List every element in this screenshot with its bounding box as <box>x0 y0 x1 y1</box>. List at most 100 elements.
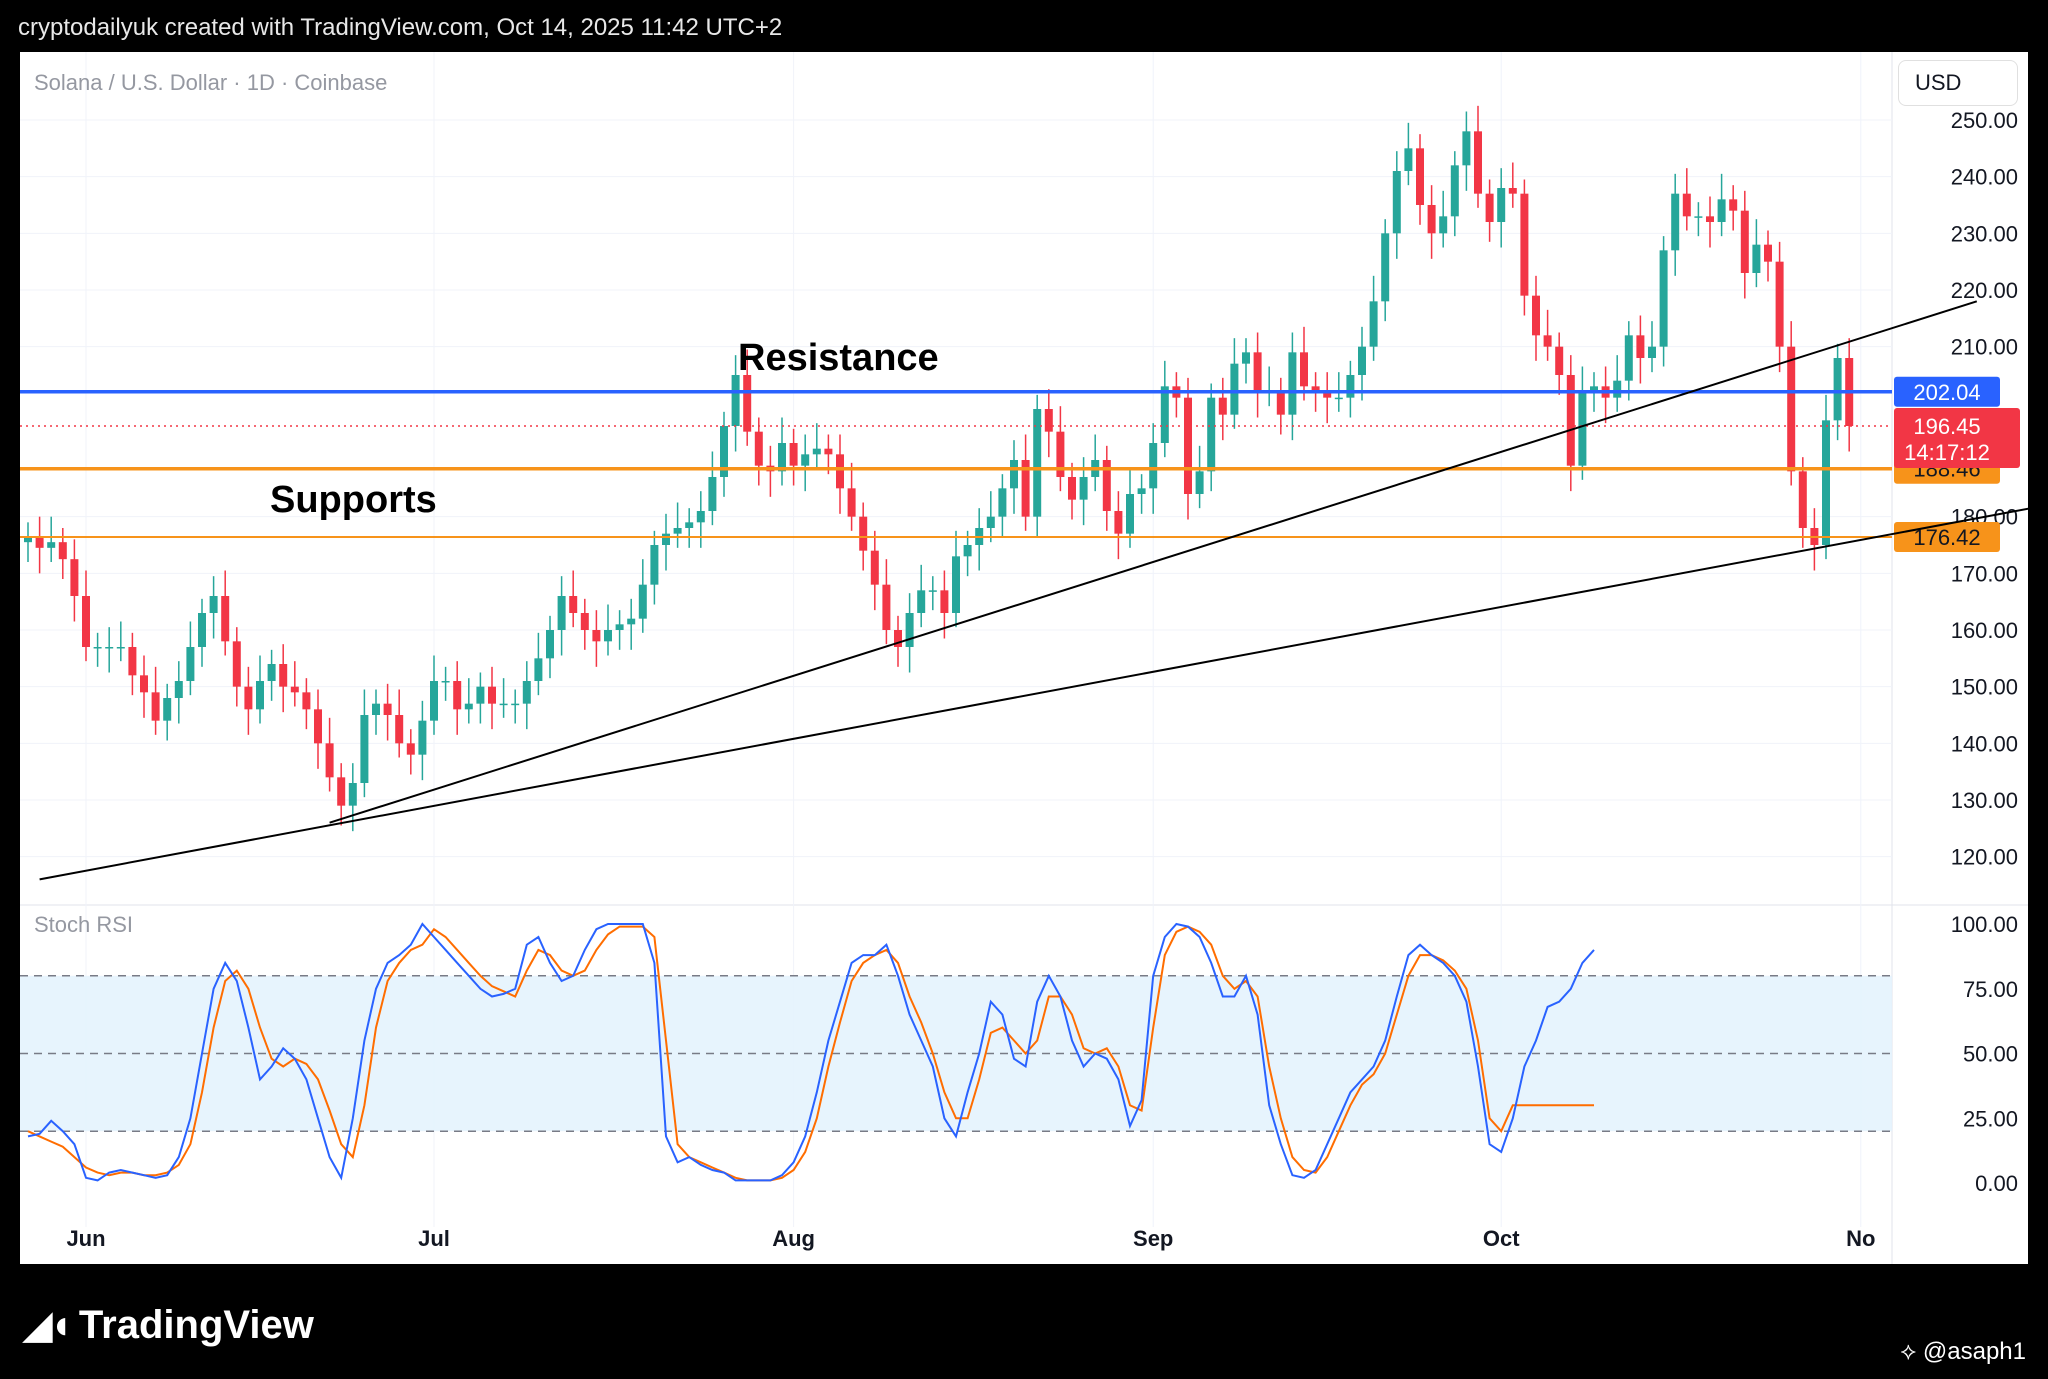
candle-body <box>325 743 334 778</box>
candle-body <box>1160 386 1169 443</box>
candle-body <box>580 613 589 630</box>
candle-body <box>1044 409 1053 432</box>
candle-body <box>290 686 299 693</box>
candle-body <box>1207 397 1216 472</box>
candle-body <box>1416 148 1424 205</box>
last-price-badge <box>1894 408 2020 468</box>
stoch-tick-label: 0.00 <box>1975 1171 2018 1196</box>
candle-body <box>1288 352 1297 415</box>
candle-body <box>534 658 543 681</box>
candle-body <box>1566 375 1575 466</box>
candle-body <box>1543 335 1552 347</box>
candle-body <box>1450 165 1459 217</box>
last-price-countdown: 14:17:12 <box>1904 440 1990 465</box>
candle-body <box>1137 488 1146 494</box>
price-tick-label: 170.00 <box>1951 561 2018 586</box>
candle-body <box>1230 363 1239 415</box>
trendline <box>39 507 2028 881</box>
candle-body <box>476 686 485 704</box>
candle-body <box>1485 193 1494 222</box>
currency-button[interactable]: USD <box>1898 60 2018 106</box>
time-tick-label: No <box>1846 1226 1875 1251</box>
candle-body <box>1381 233 1390 302</box>
price-tick-label: 160.00 <box>1951 618 2018 643</box>
candle-body <box>1613 380 1622 398</box>
candle-body <box>1114 511 1123 534</box>
candle-body <box>1706 216 1714 222</box>
candlestick-chart[interactable]: 120.00130.00140.00150.00160.00170.00180.… <box>20 52 2028 1264</box>
candle-body <box>685 522 694 528</box>
candle-body <box>348 783 357 806</box>
candle-body <box>82 596 90 647</box>
candle-body <box>128 647 137 676</box>
stoch-pane-title: Stoch RSI <box>34 912 133 937</box>
candle-body <box>615 624 624 630</box>
price-tick-label: 150.00 <box>1951 675 2018 700</box>
candle-body <box>464 703 473 710</box>
candle-body <box>650 545 659 585</box>
candle-body <box>1555 346 1564 375</box>
annotation-resistance: Resistance <box>738 337 939 379</box>
price-tick-label: 220.00 <box>1951 278 2018 303</box>
price-tick-label: 250.00 <box>1951 108 2018 133</box>
price-tick-label: 230.00 <box>1951 221 2018 246</box>
candle-body <box>1358 346 1366 375</box>
stoch-k-line <box>27 922 1595 1182</box>
author-icon: ⟡ <box>1900 1338 1923 1365</box>
time-tick-label: Aug <box>772 1226 815 1251</box>
candle-body <box>70 559 79 596</box>
candle-body <box>1764 244 1772 262</box>
candle-body <box>47 542 56 548</box>
candle-body <box>163 698 172 721</box>
stoch-d-line <box>27 925 1594 1182</box>
candle-body <box>221 596 230 642</box>
candle-body <box>928 590 937 592</box>
candle-body <box>1590 386 1598 392</box>
candle-body <box>1218 397 1227 415</box>
candle-body <box>1195 471 1204 494</box>
candle-body <box>209 596 218 613</box>
candle-body <box>360 715 369 783</box>
candle-body <box>569 596 578 613</box>
candle-body <box>998 488 1007 517</box>
candle-body <box>1056 431 1065 477</box>
candle-body <box>1775 261 1784 347</box>
candle-body <box>754 431 763 466</box>
stoch-tick-label: 50.00 <box>1963 1042 2018 1067</box>
time-tick-label: Jul <box>418 1226 450 1251</box>
annotation-supports: Supports <box>270 479 437 521</box>
candle-body <box>1508 188 1517 194</box>
candle-body <box>1497 188 1506 222</box>
candle-body <box>1694 216 1703 218</box>
attribution-header: cryptodailyuk created with TradingView.c… <box>18 14 783 41</box>
candle-body <box>836 454 844 489</box>
candle-body <box>1474 131 1482 194</box>
candle-body <box>859 516 868 551</box>
candle-body <box>1520 193 1529 296</box>
candle-body <box>847 488 856 517</box>
candle-body <box>198 613 206 647</box>
candle-body <box>1822 420 1830 545</box>
candle-body <box>708 477 717 511</box>
tradingview-logo: ◢◖ TradingView <box>22 1302 314 1348</box>
stoch-tick-label: 100.00 <box>1951 912 2018 937</box>
chart-frame[interactable]: 120.00130.00140.00150.00160.00170.00180.… <box>20 52 2028 1264</box>
price-tick-label: 240.00 <box>1951 165 2018 190</box>
candle-body <box>488 686 496 704</box>
candle-body <box>441 681 450 683</box>
candle-body <box>395 715 404 744</box>
candle-body <box>1079 477 1088 500</box>
trendline <box>329 300 1978 824</box>
candle-body <box>24 536 32 543</box>
candle-body <box>1427 205 1436 234</box>
candle-body <box>1253 352 1262 392</box>
candle-body <box>812 448 821 455</box>
candle-body <box>1532 295 1540 336</box>
candle-body <box>743 375 752 432</box>
candle-body <box>1010 460 1018 489</box>
candle-body <box>894 630 902 647</box>
candle-body <box>116 647 125 649</box>
candle-body <box>917 590 926 613</box>
candle-body <box>720 426 728 477</box>
candle-body <box>778 443 786 472</box>
